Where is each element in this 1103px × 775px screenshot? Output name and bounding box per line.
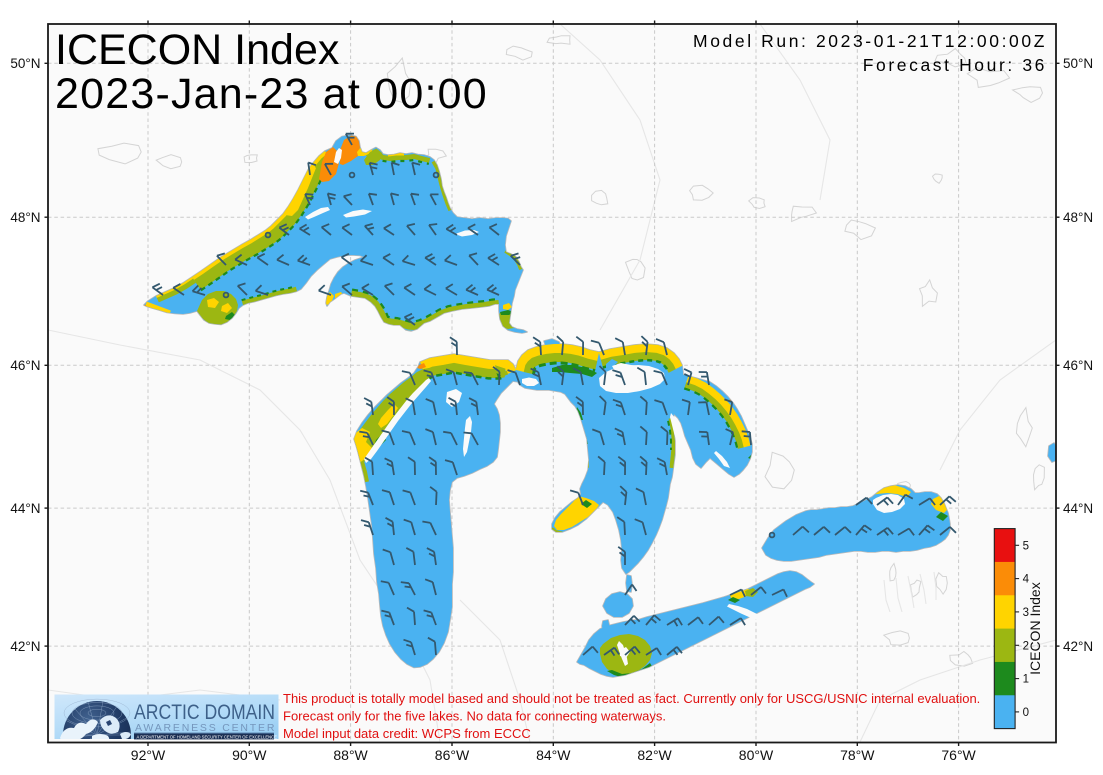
svg-text:78°W: 78°W xyxy=(840,747,875,763)
svg-text:80°W: 80°W xyxy=(739,747,774,763)
svg-text:2: 2 xyxy=(1023,640,1029,652)
svg-text:86°W: 86°W xyxy=(435,747,470,763)
svg-text:88°W: 88°W xyxy=(333,747,368,763)
svg-text:44°N: 44°N xyxy=(1063,501,1093,516)
svg-text:92°W: 92°W xyxy=(131,747,166,763)
svg-text:50°N: 50°N xyxy=(1063,56,1093,71)
svg-text:42°N: 42°N xyxy=(1063,639,1093,654)
svg-text:84°W: 84°W xyxy=(536,747,571,763)
svg-text:Model Run: 2023-01-21T12:00:00: Model Run: 2023-01-21T12:00:00Z xyxy=(693,31,1047,51)
svg-text:1: 1 xyxy=(1023,674,1029,686)
svg-text:Forecast Hour: 36: Forecast Hour: 36 xyxy=(863,55,1047,75)
svg-text:2023-Jan-23 at 00:00: 2023-Jan-23 at 00:00 xyxy=(55,70,488,118)
svg-text:ARCTIC DOMAIN: ARCTIC DOMAIN xyxy=(134,700,275,724)
svg-text:50°N: 50°N xyxy=(10,56,40,71)
svg-text:4: 4 xyxy=(1023,574,1030,586)
svg-text:ICECON Index: ICECON Index xyxy=(55,26,340,74)
svg-text:44°N: 44°N xyxy=(10,501,40,516)
svg-text:46°N: 46°N xyxy=(10,358,40,373)
svg-text:48°N: 48°N xyxy=(10,210,40,225)
svg-text:3: 3 xyxy=(1023,607,1029,619)
svg-text:Model input data credit: WCPS: Model input data credit: WCPS from ECCC xyxy=(283,726,531,741)
svg-text:Forecast only for the five lak: Forecast only for the five lakes. No dat… xyxy=(283,709,666,724)
svg-text:AWARENESS CENTER: AWARENESS CENTER xyxy=(135,722,276,734)
svg-text:5: 5 xyxy=(1023,540,1029,552)
svg-text:76°W: 76°W xyxy=(941,747,976,763)
svg-text:48°N: 48°N xyxy=(1063,210,1093,225)
svg-text:A DEPARTMENT OF HOMELAND SECUR: A DEPARTMENT OF HOMELAND SECURITY CENTER… xyxy=(137,734,278,739)
svg-text:42°N: 42°N xyxy=(10,639,40,654)
svg-text:ICECON Index: ICECON Index xyxy=(1027,582,1043,675)
svg-text:0: 0 xyxy=(1023,707,1029,719)
svg-text:82°W: 82°W xyxy=(637,747,672,763)
svg-text:90°W: 90°W xyxy=(232,747,267,763)
svg-text:This product is totally model: This product is totally model based and … xyxy=(283,691,980,706)
svg-text:46°N: 46°N xyxy=(1063,358,1093,373)
